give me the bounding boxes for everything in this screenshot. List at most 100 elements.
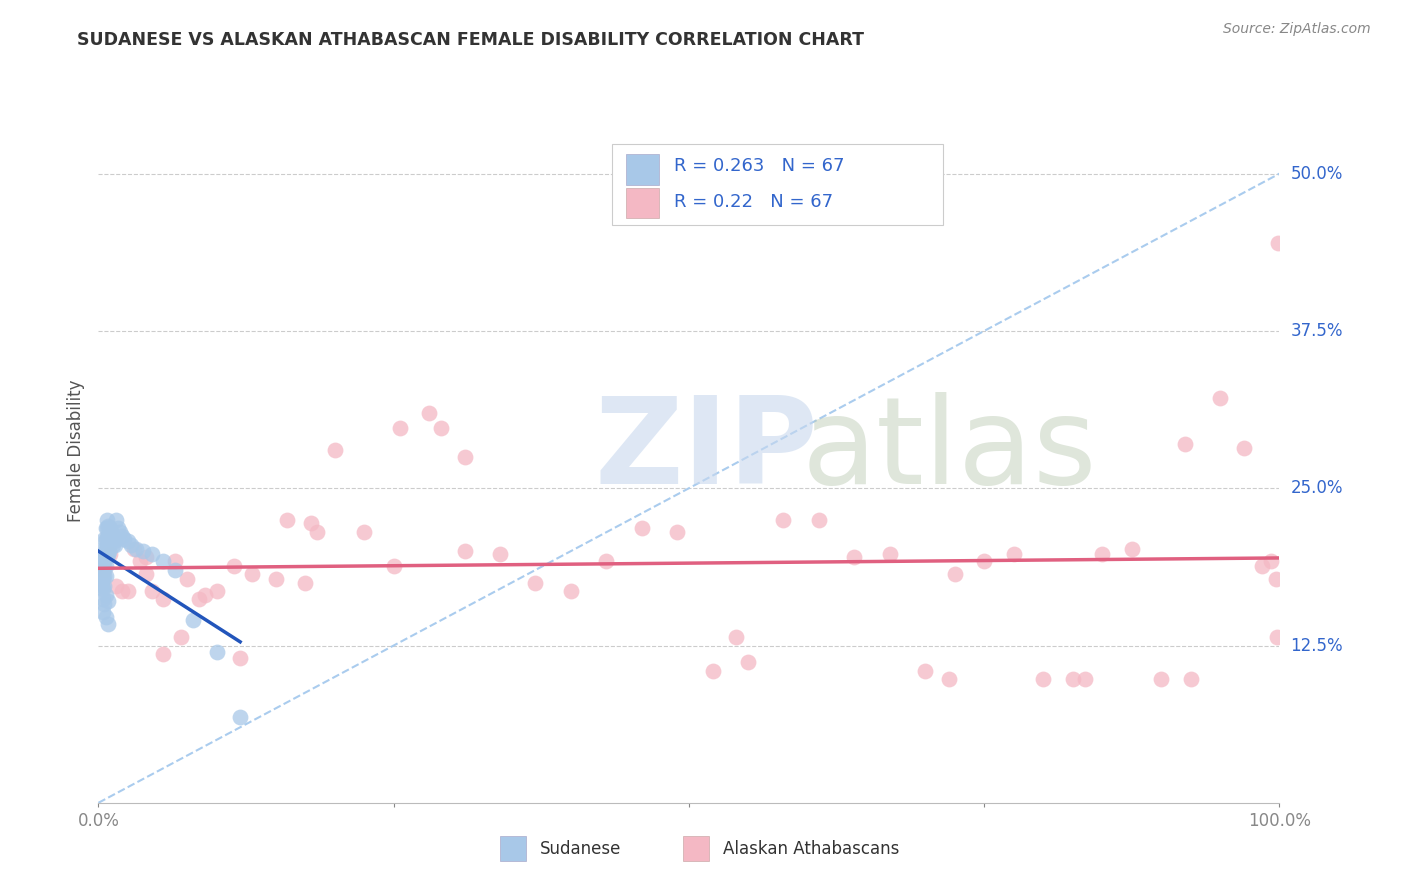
Point [224, 559, 246, 574]
Point [97, 529, 120, 543]
Text: 50.0%: 50.0% [1291, 165, 1343, 183]
Point [1174, 437, 1197, 451]
Point [96, 513, 118, 527]
Point [1267, 235, 1289, 250]
Point [96, 550, 118, 565]
Bar [683, 837, 709, 861]
Point [90, 550, 112, 565]
Point [94, 550, 117, 565]
Point [1150, 673, 1173, 687]
Point [418, 406, 440, 420]
Point [725, 630, 748, 644]
Point [105, 579, 128, 593]
Point [93, 597, 115, 611]
Point [117, 584, 139, 599]
Point [111, 584, 134, 599]
Point [388, 421, 411, 435]
Point [560, 584, 582, 599]
Bar [626, 154, 659, 185]
Point [98, 544, 121, 558]
Point [89, 575, 111, 590]
Point [112, 532, 135, 546]
Text: 25.0%: 25.0% [1291, 479, 1343, 497]
Text: R = 0.22   N = 67: R = 0.22 N = 67 [673, 193, 832, 211]
Point [100, 525, 122, 540]
Point [165, 563, 187, 577]
Y-axis label: Female Disability: Female Disability [66, 379, 84, 522]
Point [96, 541, 118, 556]
Point [1062, 673, 1084, 687]
Text: atlas: atlas [801, 392, 1097, 509]
Point [1250, 559, 1272, 574]
Point [1032, 673, 1054, 687]
Point [807, 513, 830, 527]
Point [100, 534, 122, 549]
Point [91, 569, 114, 583]
Point [91, 563, 114, 577]
Point [938, 673, 960, 687]
Point [91, 559, 114, 574]
Point [772, 513, 794, 527]
Point [170, 630, 193, 644]
Point [101, 538, 124, 552]
Bar [626, 187, 659, 218]
Point [98, 525, 121, 540]
Point [94, 569, 117, 583]
Point [152, 591, 174, 606]
Point [91, 579, 114, 593]
Point [294, 575, 316, 590]
Point [96, 521, 118, 535]
Point [94, 532, 117, 546]
Point [299, 516, 322, 531]
Point [229, 710, 252, 724]
Point [737, 655, 759, 669]
Point [630, 521, 652, 535]
Point [176, 572, 198, 586]
Point [93, 532, 115, 546]
Point [90, 575, 112, 590]
Point [98, 532, 121, 546]
FancyBboxPatch shape [612, 144, 943, 225]
Text: R = 0.263   N = 67: R = 0.263 N = 67 [673, 158, 844, 176]
Text: ZIP: ZIP [595, 392, 818, 509]
Point [382, 559, 405, 574]
Text: SUDANESE VS ALASKAN ATHABASCAN FEMALE DISABILITY CORRELATION CHART: SUDANESE VS ALASKAN ATHABASCAN FEMALE DI… [77, 31, 865, 49]
Point [101, 529, 124, 543]
Point [1209, 391, 1232, 405]
Point [94, 588, 117, 602]
Point [90, 563, 112, 577]
Point [97, 538, 120, 552]
Point [702, 664, 724, 678]
Point [97, 547, 120, 561]
Point [94, 541, 117, 556]
Point [93, 569, 115, 583]
Point [1233, 441, 1256, 455]
Point [107, 521, 129, 535]
Point [132, 544, 155, 558]
Point [181, 613, 204, 627]
Text: 12.5%: 12.5% [1291, 637, 1343, 655]
Point [91, 605, 114, 619]
Point [1073, 673, 1095, 687]
Point [141, 584, 163, 599]
Point [91, 582, 114, 596]
Point [98, 547, 121, 561]
Point [943, 566, 966, 581]
Point [187, 591, 209, 606]
Point [98, 521, 121, 535]
Point [524, 575, 547, 590]
Point [91, 591, 114, 606]
Point [135, 566, 157, 581]
Point [1002, 547, 1025, 561]
Point [1264, 572, 1286, 586]
Point [93, 579, 115, 593]
Point [94, 559, 117, 574]
Point [276, 513, 298, 527]
Point [122, 541, 145, 556]
Point [91, 550, 114, 565]
Point [240, 566, 263, 581]
Point [595, 554, 617, 568]
Point [94, 609, 117, 624]
Point [89, 563, 111, 577]
Point [453, 544, 475, 558]
